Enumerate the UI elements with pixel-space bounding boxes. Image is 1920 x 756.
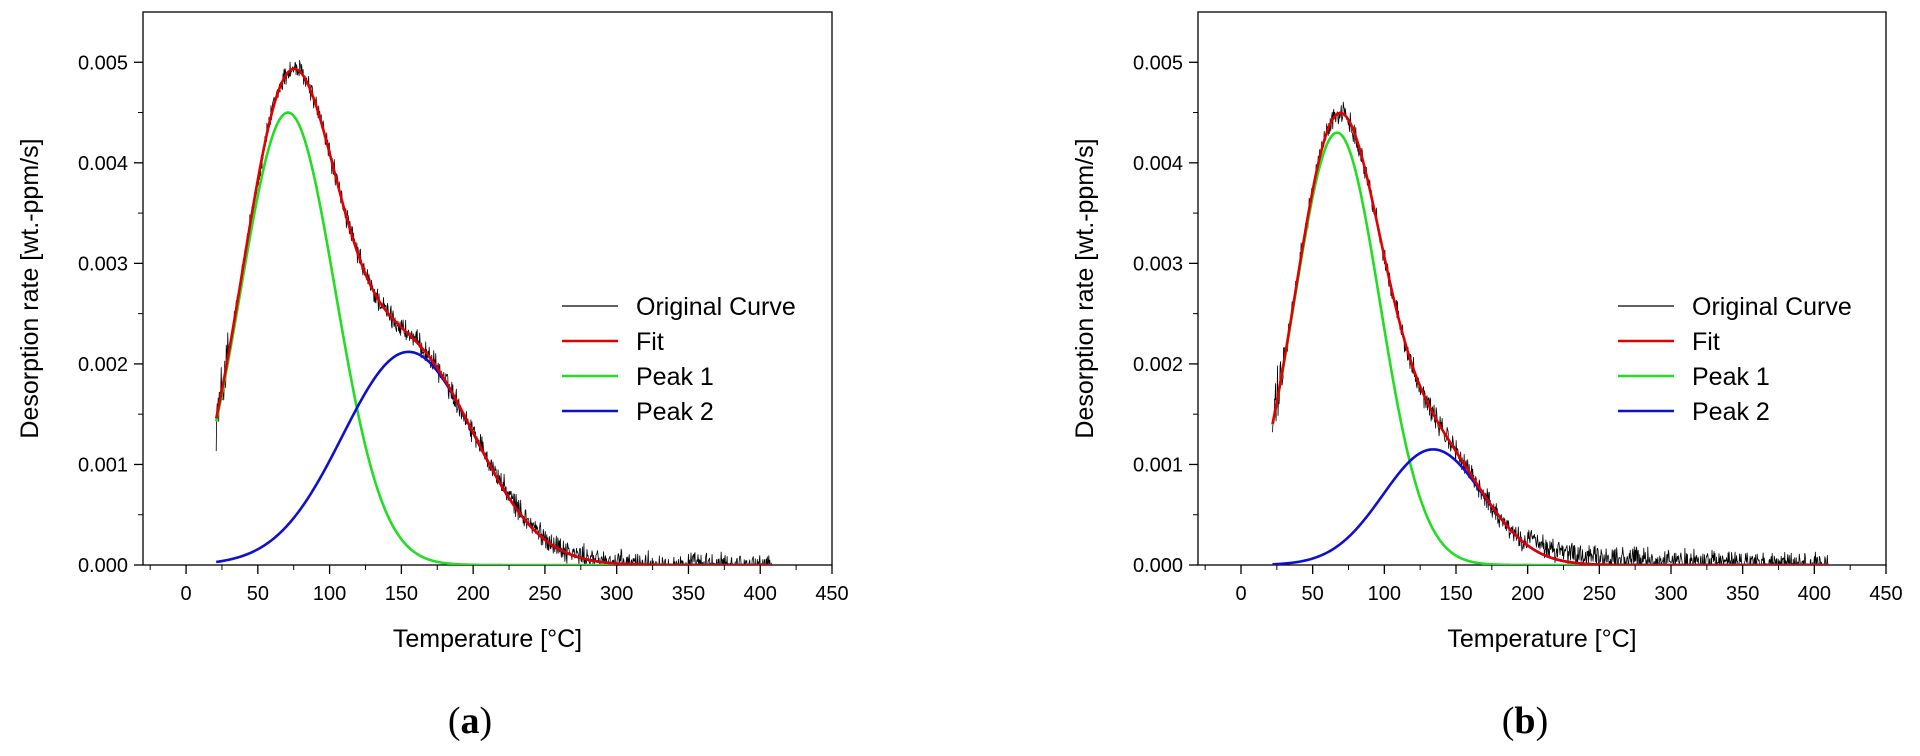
- series-line-fit: [214, 67, 772, 565]
- chart-panel-a: 0 50 100 150 200 250 300 350 400 450 0.000 0.001 0.0…: [16, 11, 849, 742]
- x-tick-label: 0: [1235, 583, 1246, 605]
- x-tick-label: 400: [1798, 583, 1831, 605]
- legend-label: Peak 1: [636, 363, 714, 391]
- legend-label: Original Curve: [1692, 293, 1852, 321]
- x-tick-label: 50: [1302, 583, 1324, 605]
- x-tick-label: 0: [181, 583, 192, 605]
- legend-label: Fit: [1692, 328, 1720, 356]
- panel-label: (a): [448, 700, 492, 742]
- x-tick-label: 300: [600, 583, 633, 605]
- y-tick-label: 0.000: [1133, 555, 1183, 577]
- x-tick-label: 200: [456, 583, 489, 605]
- y-tick-label: 0.001: [1133, 454, 1183, 476]
- series-line-fit: [1271, 111, 1829, 565]
- y-tick-label: 0.003: [78, 253, 128, 275]
- x-tick-label: 100: [313, 583, 346, 605]
- y-tick-label: 0.005: [78, 52, 128, 74]
- y-tick-label: 0.004: [1133, 153, 1183, 175]
- x-tick-label: 250: [1583, 583, 1616, 605]
- legend: Original Curve Fit Peak 1 Peak 2: [1618, 293, 1852, 426]
- panel-label: (b): [1502, 700, 1548, 742]
- x-tick-label: 50: [247, 583, 269, 605]
- legend: Original Curve Fit Peak 1 Peak 2: [562, 293, 796, 426]
- y-tick-label: 0.004: [78, 153, 128, 175]
- x-tick-label: 450: [815, 583, 848, 605]
- x-tick-label: 150: [1439, 583, 1472, 605]
- x-tick-label: 350: [672, 583, 705, 605]
- y-axis-title: Desorption rate [wt.-ppm/s]: [1071, 138, 1099, 438]
- series-line-peak-1: [1271, 131, 1829, 565]
- legend-label: Peak 2: [636, 398, 714, 426]
- y-tick-label: 0.000: [78, 555, 128, 577]
- x-axis-title: Temperature [°C]: [393, 625, 582, 653]
- x-tick-label: 350: [1726, 583, 1759, 605]
- plot-frame: [142, 11, 833, 566]
- x-tick-label: 300: [1654, 583, 1687, 605]
- y-axis-title: Desorption rate [wt.-ppm/s]: [16, 138, 44, 438]
- legend-label: Peak 1: [1692, 363, 1770, 391]
- legend-label: Original Curve: [636, 293, 796, 321]
- x-axis-title: Temperature [°C]: [1447, 625, 1636, 653]
- y-tick-label: 0.003: [1133, 253, 1183, 275]
- x-tick-label: 450: [1869, 583, 1902, 605]
- chart-panel-b: 0 50 100 150 200 250 300 350 400 450 0.000 0.001 0.0…: [1071, 11, 1903, 742]
- x-tick-label: 400: [744, 583, 777, 605]
- plot-frame: [1197, 11, 1887, 566]
- series-line-peak-1: [214, 111, 772, 565]
- y-tick-label: 0.002: [1133, 354, 1183, 376]
- legend-label: Fit: [636, 328, 664, 356]
- y-tick-label: 0.002: [78, 354, 128, 376]
- y-tick-label: 0.005: [1133, 52, 1183, 74]
- y-tick-label: 0.001: [78, 454, 128, 476]
- x-tick-label: 250: [528, 583, 561, 605]
- x-tick-label: 200: [1511, 583, 1544, 605]
- x-tick-label: 100: [1368, 583, 1401, 605]
- legend-label: Peak 2: [1692, 398, 1770, 426]
- x-tick-label: 150: [385, 583, 418, 605]
